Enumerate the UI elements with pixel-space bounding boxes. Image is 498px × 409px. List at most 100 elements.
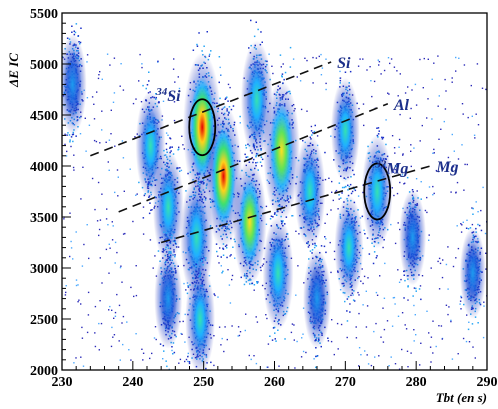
cluster-count [277,329,279,331]
noise-count [159,88,162,90]
noise-count [437,55,439,57]
noise-count [244,329,246,332]
noise-count [272,72,274,75]
noise-count [78,299,80,301]
cluster-count [250,19,252,22]
noise-count [402,154,404,156]
noise-count [110,133,112,135]
noise-count [177,76,179,78]
cluster-count [205,257,207,259]
noise-count [300,108,303,111]
noise-count [459,300,462,302]
noise-count [64,143,66,146]
noise-count [330,209,332,211]
cluster-count [260,31,262,33]
noise-count [430,336,433,338]
noise-count [475,113,477,115]
noise-count [86,331,89,334]
cluster-count [246,156,249,158]
noise-count [118,304,121,307]
noise-count [385,119,387,121]
cluster-count [245,156,247,158]
noise-count [433,62,435,64]
noise-count [399,113,401,116]
cluster-count [222,270,224,273]
noise-count [265,205,268,208]
noise-count [65,155,68,157]
noise-count [180,169,183,172]
cluster-count [311,249,314,251]
noise-count [255,316,257,318]
noise-count [339,70,341,73]
noise-count [172,68,175,70]
cluster-count [281,73,284,75]
noise-count [474,357,476,359]
cluster-count [189,171,192,173]
noise-count [390,223,392,226]
noise-count [217,296,219,298]
noise-count [401,348,403,351]
noise-count [461,144,463,146]
noise-count [187,352,189,355]
noise-count [450,191,452,193]
cluster-core [246,60,267,140]
noise-count [331,319,333,321]
noise-count [398,368,401,370]
noise-count [431,78,433,80]
cluster-count [75,135,77,137]
noise-count [326,213,328,216]
cluster-count [291,215,294,217]
noise-count [329,241,331,244]
noise-count [112,101,115,103]
cluster-count [256,282,259,284]
cluster-count [218,81,220,84]
cluster-count [325,251,327,254]
cluster-count [163,231,165,233]
noise-count [100,322,103,325]
noise-count [435,169,438,172]
cluster-count [172,353,174,355]
noise-count [140,101,143,103]
noise-count [366,305,369,307]
noise-count [362,304,364,306]
noise-count [362,282,364,285]
cluster-count [257,169,259,171]
noise-count [358,365,360,367]
noise-count [178,362,180,364]
cluster-count [199,253,201,256]
noise-count [91,177,94,180]
noise-count [460,295,462,298]
cluster-count [171,146,173,148]
cluster-count [202,264,204,266]
noise-count [325,238,327,240]
noise-count [266,317,268,320]
noise-count [136,193,138,195]
noise-count [80,356,82,358]
noise-count [98,228,101,231]
noise-count [116,293,118,296]
noise-count [248,354,250,357]
noise-count [414,83,417,86]
cluster-count [175,246,178,248]
noise-count [86,97,89,99]
noise-count [214,294,216,297]
noise-count [455,191,457,193]
noise-count [157,61,159,63]
noise-count [128,349,130,351]
noise-count [99,257,101,259]
noise-count [346,336,348,339]
cluster-count [315,245,318,247]
noise-count [86,54,89,56]
noise-count [398,281,401,283]
noise-count [358,312,360,315]
noise-count [77,301,79,303]
noise-count [374,356,376,358]
noise-count [473,134,476,136]
noise-count [328,177,330,179]
cluster-count [280,215,282,218]
noise-count [173,58,175,60]
noise-count [457,353,459,355]
cluster-count [163,149,165,152]
cluster-count [79,41,82,44]
noise-count [306,59,308,62]
